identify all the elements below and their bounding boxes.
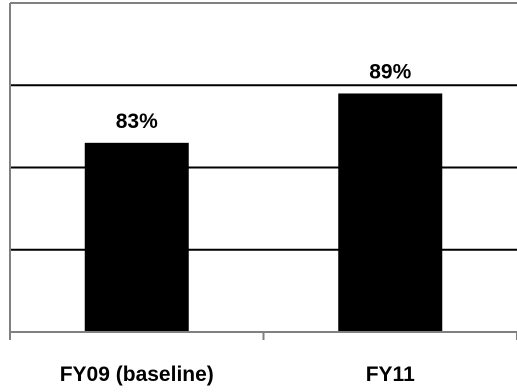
data-label: 89% [369,60,411,83]
category-label: FY09 (baseline) [60,363,214,386]
axes [9,2,517,340]
bars [84,93,443,332]
data-label: 83% [116,110,158,133]
bar [84,142,189,332]
bar [338,93,443,332]
labels: 83% FY09 (baseline) 89% FY11 [60,60,415,386]
category-label: FY11 [366,363,415,386]
